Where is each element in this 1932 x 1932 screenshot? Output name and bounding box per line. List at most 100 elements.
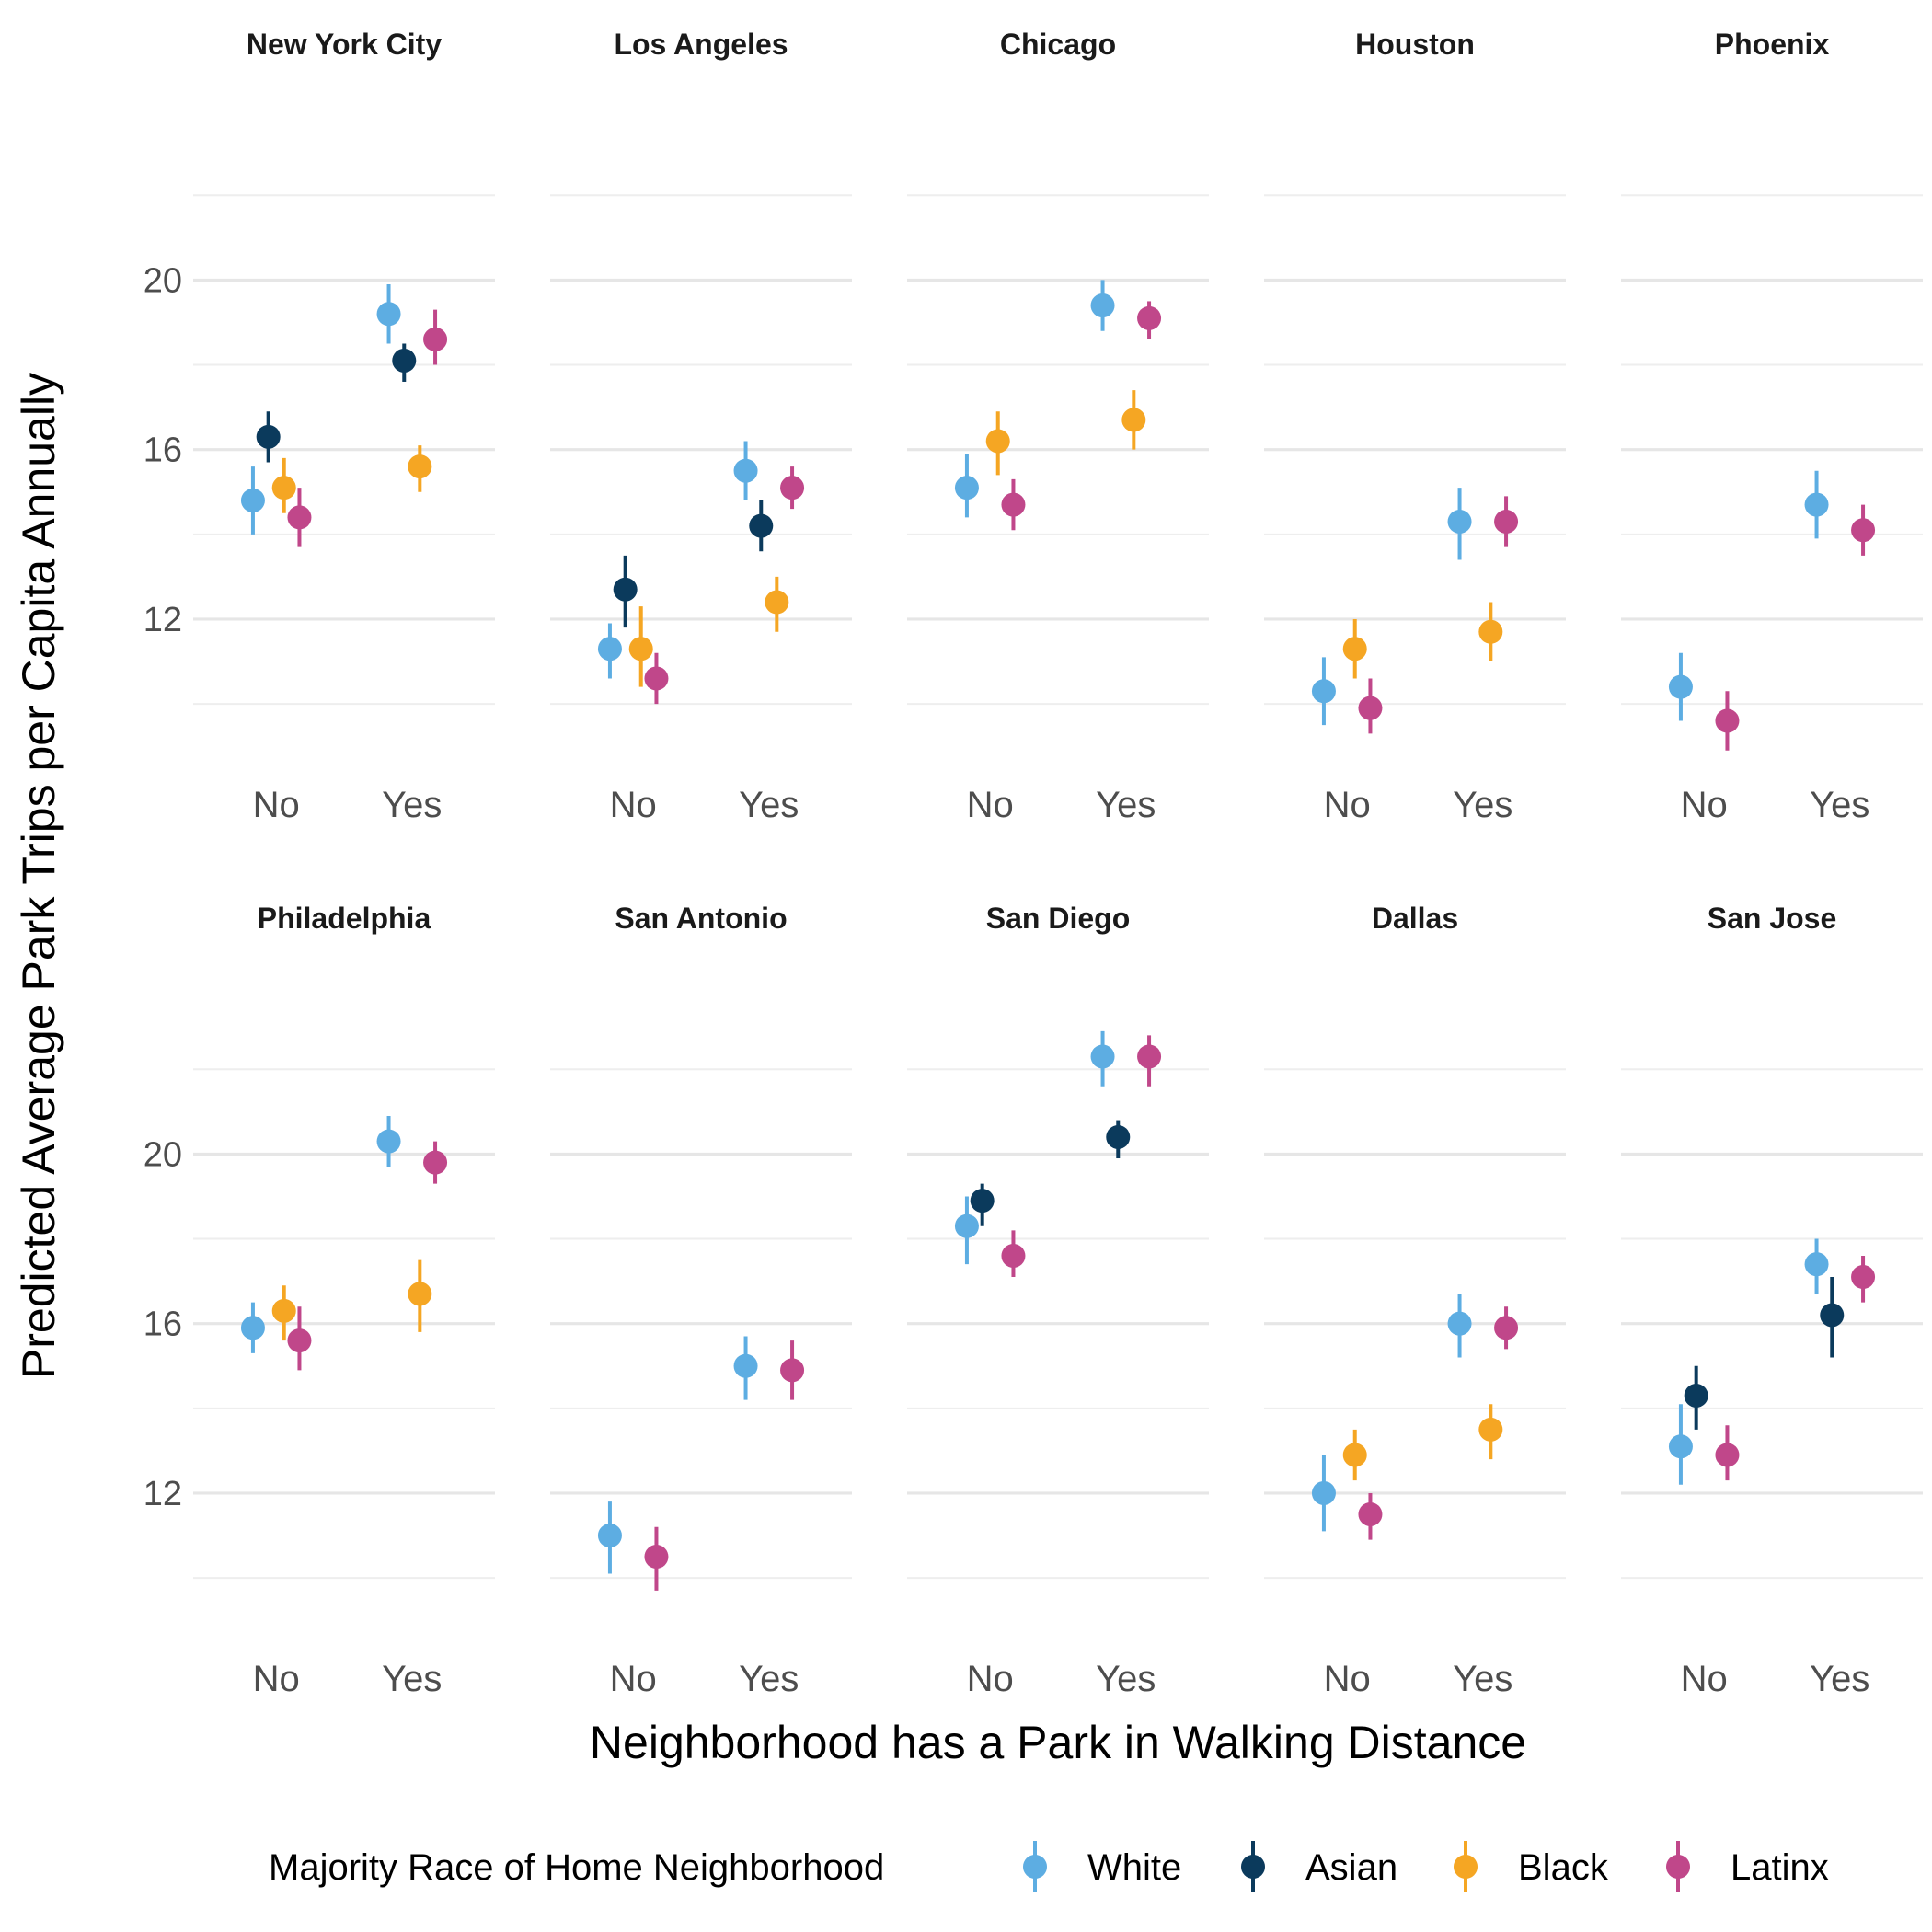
- data-point: [408, 1282, 432, 1306]
- y-tick-label: 16: [144, 431, 182, 470]
- data-point: [1311, 679, 1336, 704]
- panel-title: Chicago: [1000, 28, 1116, 61]
- data-point: [1342, 1443, 1367, 1467]
- facet-panel: Los Angeles No Yes: [550, 28, 852, 825]
- data-point: [376, 1129, 401, 1154]
- y-axis-title: Predicted Average Park Trips per Capita …: [13, 373, 64, 1379]
- x-tick-label: Yes: [739, 1659, 799, 1699]
- x-tick-label: No: [253, 1659, 300, 1699]
- facet-panel: New York City 12 16 20 No Yes: [144, 28, 495, 825]
- data-point: [1684, 1383, 1708, 1408]
- x-tick-label: No: [1681, 1659, 1728, 1699]
- data-point: [376, 302, 401, 327]
- data-point: [1447, 509, 1472, 534]
- data-point: [970, 1189, 995, 1213]
- data-point: [1668, 674, 1693, 699]
- data-point: [392, 348, 417, 373]
- data-point: [256, 424, 281, 449]
- legend-item: Black: [1454, 1841, 1609, 1892]
- data-point: [287, 1328, 312, 1353]
- data-point: [1121, 408, 1146, 432]
- legend-label: Asian: [1305, 1847, 1397, 1888]
- data-point: [733, 458, 758, 483]
- data-point: [1106, 1124, 1131, 1149]
- data-point: [733, 1353, 758, 1378]
- legend-label: White: [1087, 1847, 1181, 1888]
- facet-panel: Dallas No Yes: [1264, 902, 1566, 1699]
- panels: New York City 12 16 20 No Yes Los Angeles No Yes…: [144, 28, 1923, 1699]
- legend-key-point: [1241, 1855, 1265, 1879]
- x-tick-label: Yes: [1453, 1659, 1512, 1699]
- x-tick-label: No: [967, 785, 1014, 825]
- data-point: [1447, 1311, 1472, 1336]
- data-point: [1851, 518, 1876, 543]
- data-point: [1494, 509, 1519, 534]
- y-tick-label: 12: [144, 1475, 182, 1513]
- data-point: [271, 1298, 296, 1323]
- data-point: [613, 577, 638, 602]
- legend-title: Majority Race of Home Neighborhood: [269, 1847, 884, 1888]
- x-tick-label: No: [967, 1659, 1014, 1699]
- data-point: [1311, 1480, 1336, 1505]
- facet-panel: San Jose No Yes: [1621, 902, 1923, 1699]
- data-point: [985, 429, 1010, 454]
- panel-title: Philadelphia: [258, 902, 431, 935]
- panel-title: San Antonio: [615, 902, 787, 935]
- x-tick-label: Yes: [1096, 785, 1156, 825]
- legend-label: Black: [1518, 1847, 1609, 1888]
- facet-panel: Houston No Yes: [1264, 28, 1566, 825]
- data-point: [408, 454, 432, 479]
- data-point: [954, 1213, 979, 1238]
- panel-title: Phoenix: [1715, 28, 1830, 61]
- panel-title: New York City: [247, 28, 442, 61]
- legend-item: Latinx: [1666, 1841, 1829, 1892]
- data-point: [423, 327, 448, 351]
- facet-panel: Chicago No Yes: [907, 28, 1209, 825]
- x-tick-label: Yes: [382, 785, 442, 825]
- panel-title: San Diego: [986, 902, 1130, 935]
- data-point: [954, 476, 979, 500]
- data-point: [1358, 696, 1383, 720]
- facet-panel: San Diego No Yes: [907, 902, 1209, 1699]
- data-point: [271, 476, 296, 500]
- legend-key-point: [1023, 1855, 1047, 1879]
- data-point: [1090, 1044, 1115, 1069]
- panel-title: Los Angeles: [614, 28, 788, 61]
- legend-key-point: [1454, 1855, 1478, 1879]
- x-tick-label: Yes: [1810, 785, 1869, 825]
- data-point: [1137, 1044, 1162, 1069]
- data-point: [765, 590, 789, 615]
- y-tick-label: 20: [144, 1135, 182, 1174]
- x-tick-label: No: [253, 785, 300, 825]
- data-point: [1804, 1252, 1829, 1277]
- data-point: [1804, 492, 1829, 517]
- x-tick-label: Yes: [382, 1659, 442, 1699]
- x-tick-label: No: [610, 785, 657, 825]
- panel-title: San Jose: [1708, 902, 1837, 935]
- y-tick-label: 12: [144, 601, 182, 639]
- x-tick-label: No: [1324, 785, 1371, 825]
- data-point: [240, 488, 265, 512]
- data-point: [628, 637, 653, 661]
- x-tick-label: Yes: [739, 785, 799, 825]
- data-point: [749, 513, 774, 538]
- data-point: [240, 1316, 265, 1340]
- data-point: [1851, 1265, 1876, 1290]
- data-point: [597, 1524, 622, 1548]
- data-point: [1342, 637, 1367, 661]
- x-tick-label: Yes: [1810, 1659, 1869, 1699]
- facet-panel: Phoenix No Yes: [1621, 28, 1923, 825]
- facet-panel: Philadelphia 12 16 20 No Yes: [144, 902, 495, 1699]
- legend: Majority Race of Home Neighborhood White…: [269, 1841, 1829, 1892]
- data-point: [1668, 1434, 1693, 1459]
- data-point: [644, 1545, 669, 1570]
- panel-title: Houston: [1355, 28, 1475, 61]
- data-point: [1715, 708, 1740, 733]
- data-point: [780, 1358, 805, 1383]
- data-point: [780, 476, 805, 500]
- legend-item: Asian: [1241, 1841, 1397, 1892]
- panel-title: Dallas: [1372, 902, 1458, 935]
- data-point: [1494, 1316, 1519, 1340]
- legend-item: White: [1023, 1841, 1181, 1892]
